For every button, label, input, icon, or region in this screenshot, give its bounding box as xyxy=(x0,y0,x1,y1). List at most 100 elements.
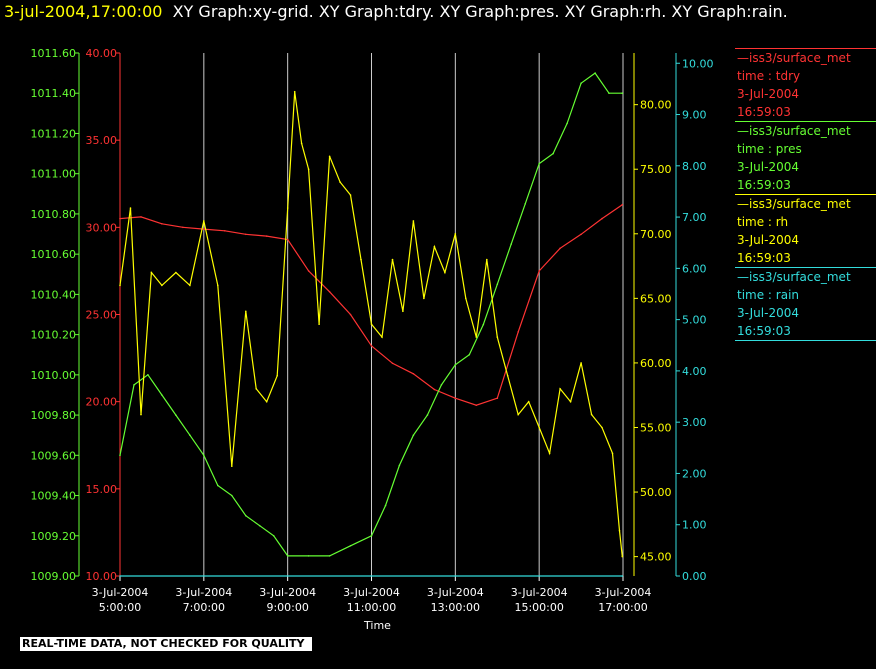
tdry-data-point xyxy=(433,388,436,391)
title-timestamp: 3-jul-2004,17:00:00 xyxy=(4,2,163,21)
rh-data-point xyxy=(129,207,132,209)
tdry-tick-label: 25.00 xyxy=(86,309,118,322)
x-tick-time: 13:00:00 xyxy=(431,601,480,614)
rh-tick-label: 45.00 xyxy=(640,551,672,564)
pres-data-point xyxy=(349,545,352,547)
rh-tick-label: 50.00 xyxy=(640,486,672,499)
pres-data-point xyxy=(203,454,205,457)
rh-data-point xyxy=(391,258,394,261)
pres-data-point xyxy=(272,535,275,537)
legend-line2: time : rh xyxy=(737,215,789,229)
rain-data-point xyxy=(621,575,624,577)
legend-entry: —iss3/surface_met time : tdry 3-Jul-2004 16… xyxy=(735,48,876,121)
tdry-data-point xyxy=(370,345,373,347)
x-tick-date: 3-Jul-2004 xyxy=(259,586,316,599)
rh-data-point xyxy=(339,181,341,183)
legend-line4: 16:59:03 xyxy=(737,251,791,265)
tdry-tick-label: 40.00 xyxy=(86,47,118,60)
pres-tick-label: 1010.00 xyxy=(31,369,77,382)
pres-data-point xyxy=(510,243,512,245)
tdry-data-point xyxy=(119,217,121,220)
rh-data-point xyxy=(465,297,467,300)
rh-data-point xyxy=(611,452,614,455)
rh-data-point xyxy=(527,400,530,403)
pres-data-point xyxy=(454,364,457,366)
legend-line1: —iss3/surface_met xyxy=(737,197,851,211)
x-tick-time: 9:00:00 xyxy=(266,601,308,614)
pres-data-point xyxy=(468,353,471,356)
rh-data-point xyxy=(475,336,478,338)
rh-data-point xyxy=(454,233,457,235)
rh-data-point xyxy=(370,323,373,326)
tdry-data-point xyxy=(161,223,163,225)
pres-data-point xyxy=(286,555,289,557)
tdry-data-point xyxy=(203,228,205,230)
legend-line4: 16:59:03 xyxy=(737,105,791,119)
rh-tick-label: 80.00 xyxy=(640,99,672,112)
rh-data-point xyxy=(328,155,331,158)
rh-tick-label: 65.00 xyxy=(640,292,672,305)
rh-data-point xyxy=(618,530,621,532)
legend-entry: —iss3/surface_met time : pres 3-Jul-2004 16… xyxy=(735,121,876,194)
tdry-tick-label: 20.00 xyxy=(86,396,118,409)
tdry-data-point xyxy=(265,235,268,237)
rh-data-point xyxy=(140,413,142,416)
pres-data-point xyxy=(566,122,568,125)
rain-tick-label: 0.00 xyxy=(682,570,707,583)
rh-data-point xyxy=(569,400,572,403)
x-axis-label: Time xyxy=(363,619,391,632)
rain-tick-label: 1.00 xyxy=(682,519,707,532)
pres-tick-label: 1011.60 xyxy=(31,47,77,60)
pres-data-point xyxy=(496,283,499,286)
tdry-data-point xyxy=(580,233,582,236)
rh-tick-label: 75.00 xyxy=(640,163,672,176)
rain-tick-label: 3.00 xyxy=(682,416,707,429)
pres-tick-label: 1009.00 xyxy=(31,570,77,583)
rh-data-point xyxy=(517,413,519,416)
rain-tick-label: 6.00 xyxy=(682,262,707,275)
pres-data-point xyxy=(621,92,624,94)
pres-data-point xyxy=(119,454,121,457)
rh-data-point xyxy=(360,258,362,261)
rh-tick-label: 70.00 xyxy=(640,228,672,241)
pres-tick-label: 1009.80 xyxy=(31,409,77,422)
rh-data-point xyxy=(433,245,436,248)
pres-tick-label: 1010.80 xyxy=(31,208,77,221)
rh-data-point xyxy=(265,400,268,403)
rain-data-point xyxy=(119,575,121,577)
pres-data-point xyxy=(538,162,540,165)
tdry-tick-label: 10.00 xyxy=(86,570,118,583)
x-tick-time: 7:00:00 xyxy=(183,601,225,614)
rain-tick-label: 8.00 xyxy=(682,160,707,173)
title-graphs: XY Graph:xy-grid. XY Graph:tdry. XY Grap… xyxy=(172,2,788,21)
pres-data-point xyxy=(440,384,443,386)
rh-data-point xyxy=(412,220,415,222)
tdry-data-point xyxy=(182,226,184,229)
tdry-data-point xyxy=(349,313,352,316)
pres-data-point xyxy=(398,464,401,467)
pres-tick-label: 1009.60 xyxy=(31,449,77,462)
pres-data-point xyxy=(482,323,485,326)
rh-data-point xyxy=(175,271,177,274)
rh-data-point xyxy=(318,323,320,326)
rh-data-point xyxy=(255,388,257,390)
tdry-data-point xyxy=(391,362,394,365)
rh-data-point xyxy=(538,426,540,429)
rh-data-point xyxy=(590,413,593,416)
tdry-data-point xyxy=(601,217,603,220)
pres-data-point xyxy=(328,555,331,557)
x-tick-time: 17:00:00 xyxy=(598,601,647,614)
legend-line3: 3-Jul-2004 xyxy=(737,160,799,174)
tdry-data-point xyxy=(286,238,289,241)
rh-tick-label: 60.00 xyxy=(640,357,672,370)
legend-entry: —iss3/surface_met time : rh 3-Jul-2004 16:5… xyxy=(735,194,876,267)
tdry-data-point xyxy=(224,230,226,232)
pres-data-point xyxy=(258,524,261,527)
pres-data-point xyxy=(175,414,177,416)
tdry-tick-label: 15.00 xyxy=(86,483,118,496)
rh-data-point xyxy=(231,465,233,468)
pres-data-point xyxy=(594,72,596,74)
x-tick-date: 3-Jul-2004 xyxy=(427,586,484,599)
tdry-data-point xyxy=(454,397,457,400)
